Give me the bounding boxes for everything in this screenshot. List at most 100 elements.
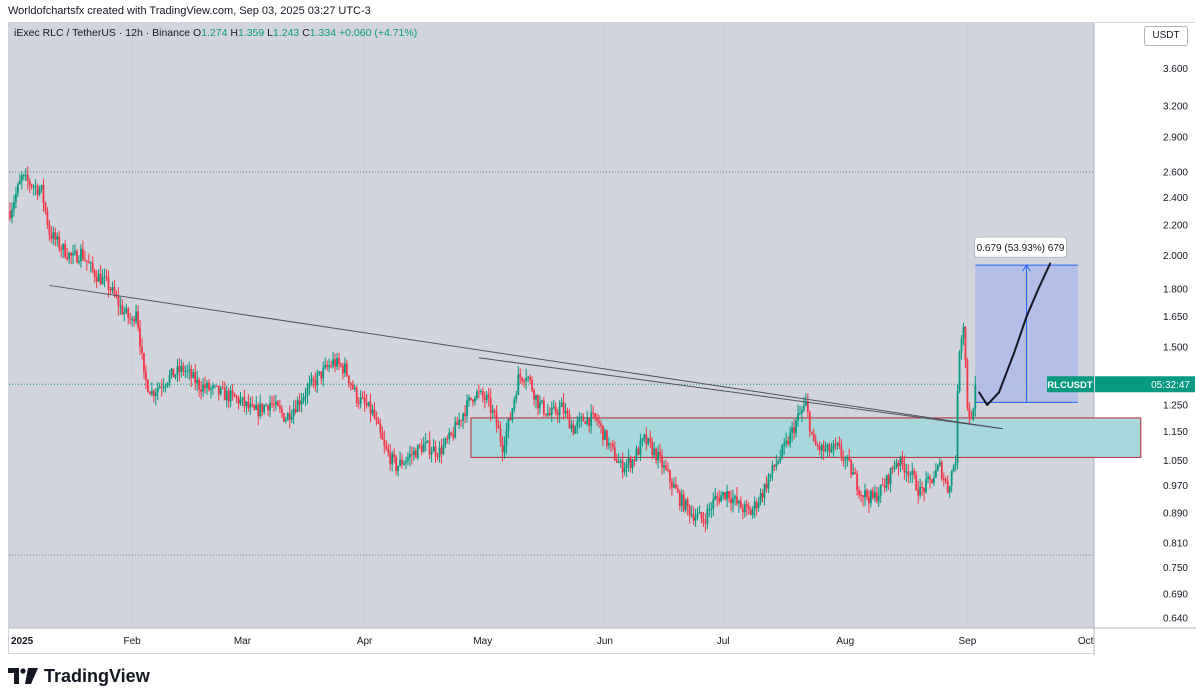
candle-body xyxy=(280,408,283,414)
candle-body xyxy=(184,370,187,372)
candle-body xyxy=(706,509,709,524)
candle-body xyxy=(899,456,902,467)
candle-body xyxy=(148,391,151,395)
symbol-name[interactable]: iExec RLC / TetherUS · 12h · Binance xyxy=(14,27,191,39)
candle-body xyxy=(529,377,531,380)
candle-body xyxy=(769,473,772,478)
candle-body xyxy=(724,492,727,500)
candle-body xyxy=(456,421,459,425)
candle-body xyxy=(190,369,193,378)
candle-body xyxy=(253,405,256,410)
candle-body xyxy=(109,289,112,291)
x-tick-label: 2025 xyxy=(11,636,34,647)
candle-body xyxy=(879,484,882,496)
candle-body xyxy=(507,418,510,431)
x-tick-label: Oct xyxy=(1078,636,1094,647)
chart-attribution: Worldofchartsfx created with TradingView… xyxy=(8,5,371,17)
demand-zone[interactable] xyxy=(470,417,1142,458)
candle-body xyxy=(483,396,486,400)
tradingview-logo-icon xyxy=(8,668,38,684)
candle-body xyxy=(377,419,380,424)
candle-body xyxy=(822,445,825,452)
candle-body xyxy=(340,364,342,366)
y-tick-label: 1.800 xyxy=(1163,284,1188,295)
candle-body xyxy=(806,401,809,412)
candle-body xyxy=(582,416,585,422)
candle-body xyxy=(834,443,837,445)
chart-area[interactable]: 3.600 3.200 2.900 2.600 2.400 2.200 2.000 1.800… xyxy=(8,22,1196,655)
candle-body xyxy=(416,445,419,458)
tradingview-logo[interactable]: TradingView xyxy=(8,665,150,687)
candle-body xyxy=(501,441,504,453)
candle-body xyxy=(901,456,904,465)
price-chart[interactable]: 3.600 3.200 2.900 2.600 2.400 2.200 2.000 1.800… xyxy=(9,23,1196,655)
candle-body xyxy=(696,513,699,518)
candle-body xyxy=(302,397,305,402)
currency-button[interactable]: USDT xyxy=(1144,26,1188,46)
projection-path[interactable] xyxy=(978,262,1052,406)
candle-body xyxy=(125,308,128,313)
candle-body xyxy=(40,185,43,190)
candle-body xyxy=(869,490,872,504)
candle-body xyxy=(905,471,908,473)
candle-body xyxy=(462,413,464,421)
candle-body xyxy=(722,492,725,496)
candle-body xyxy=(745,504,748,507)
candle-body xyxy=(381,432,384,440)
candle-body xyxy=(489,397,492,413)
candle-body xyxy=(355,387,358,403)
trendline-long[interactable] xyxy=(49,284,1003,430)
candle-body xyxy=(141,346,143,353)
candle-body xyxy=(513,399,516,409)
candle-body xyxy=(454,421,457,438)
candle-body xyxy=(799,413,801,415)
candle-body xyxy=(371,409,374,414)
candle-body xyxy=(257,405,260,417)
candle-body xyxy=(391,453,394,465)
candle-body xyxy=(409,454,411,458)
candle-body xyxy=(60,248,63,251)
high-label: H xyxy=(230,27,238,39)
y-tick-label: 0.890 xyxy=(1163,509,1188,520)
candle-body xyxy=(497,425,500,429)
candle-body xyxy=(923,487,925,493)
y-tick-label: 3.200 xyxy=(1163,101,1188,112)
candle-body xyxy=(578,418,581,422)
candle-body xyxy=(357,402,360,404)
trendline-short[interactable] xyxy=(478,357,1003,430)
candle-body xyxy=(397,465,399,471)
candle-body xyxy=(292,408,295,417)
candle-body xyxy=(13,202,15,210)
price-axis-area[interactable] xyxy=(1094,23,1196,655)
y-tick-label: 0.640 xyxy=(1163,613,1188,624)
candle-body xyxy=(852,472,855,475)
candle-body xyxy=(659,451,661,456)
candle-body xyxy=(180,365,183,373)
x-tick-label: Jul xyxy=(717,636,730,647)
candle-body xyxy=(653,448,656,456)
candle-body xyxy=(320,371,323,379)
tradingview-brand: TradingView xyxy=(44,665,150,686)
candle-body xyxy=(938,462,941,466)
candle-body xyxy=(407,457,409,461)
candle-body xyxy=(168,374,171,383)
candle-body xyxy=(16,184,19,194)
candle-body xyxy=(30,185,33,187)
candle-body xyxy=(808,411,811,432)
candle-body xyxy=(430,451,433,455)
candle-body xyxy=(781,445,784,457)
candle-body xyxy=(820,445,823,451)
y-tick-label: 0.690 xyxy=(1163,589,1188,600)
candle-body xyxy=(864,490,866,498)
candle-body xyxy=(661,455,663,468)
candle-body xyxy=(570,424,573,429)
candle-body xyxy=(412,450,415,455)
symbol-tag xyxy=(1047,376,1094,393)
candle-body xyxy=(426,440,429,442)
candle-body xyxy=(383,439,386,446)
candle-body xyxy=(537,395,539,409)
candle-body xyxy=(273,404,275,406)
candle-body xyxy=(814,440,817,446)
candle-body xyxy=(395,457,398,471)
candle-body xyxy=(351,384,354,390)
